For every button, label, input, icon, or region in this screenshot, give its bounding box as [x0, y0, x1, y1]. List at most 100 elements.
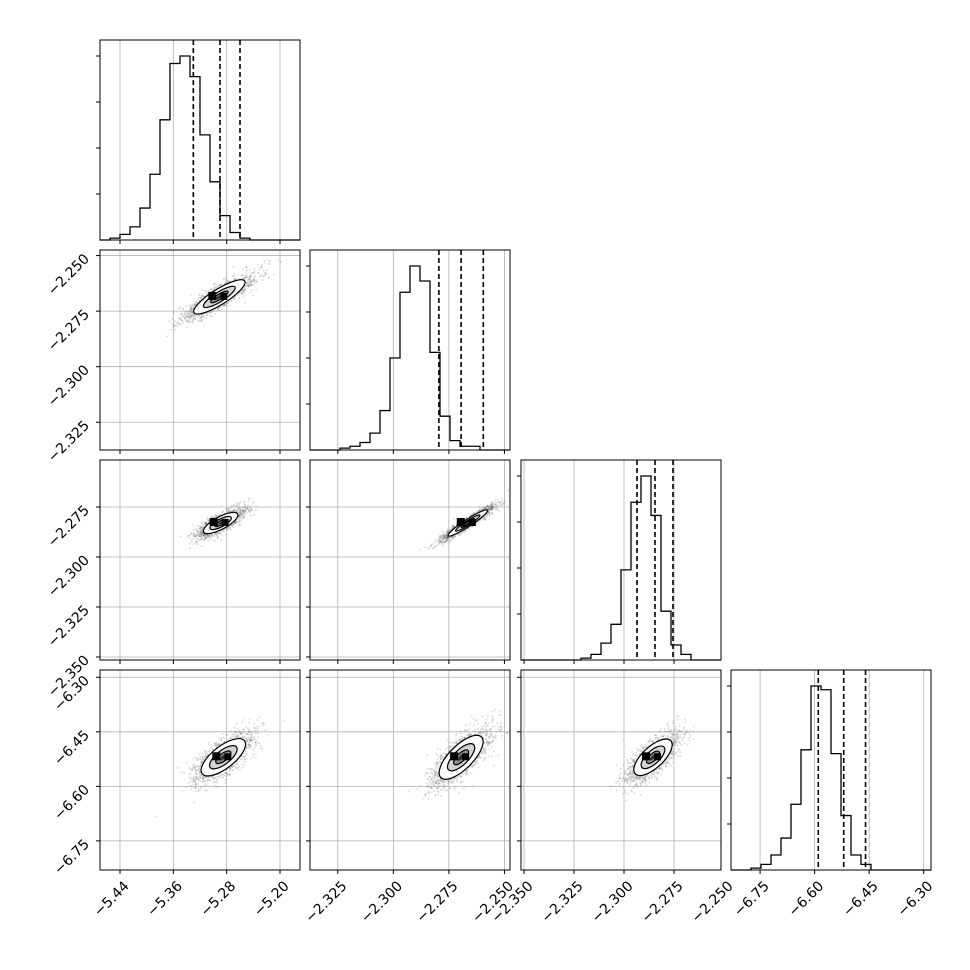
sample-point — [171, 323, 174, 325]
sample-point — [200, 533, 203, 536]
sample-point — [195, 775, 198, 778]
panel-background — [310, 460, 510, 660]
sample-point — [449, 536, 452, 539]
sample-point — [218, 531, 221, 534]
sample-point — [470, 514, 472, 516]
sample-point — [220, 539, 223, 541]
sample-point — [193, 528, 196, 531]
sample-point — [484, 507, 487, 509]
sample-point — [239, 513, 242, 516]
sample-point — [205, 536, 208, 539]
sample-point — [453, 524, 455, 527]
sample-point — [207, 519, 210, 522]
sample-point — [208, 750, 211, 752]
sample-point — [221, 308, 223, 311]
sample-point — [205, 784, 208, 787]
sample-point — [247, 504, 249, 507]
sample-point — [175, 322, 178, 324]
sample-point — [215, 745, 217, 747]
sample-point — [244, 511, 247, 514]
sample-point — [231, 524, 233, 527]
sample-point — [487, 507, 490, 510]
sample-point — [496, 508, 499, 511]
sample-point — [237, 734, 240, 737]
sample-point — [213, 539, 216, 542]
sample-point — [487, 504, 489, 507]
sample-point — [186, 535, 189, 538]
sample-point — [492, 506, 495, 508]
sample-point — [195, 534, 198, 536]
sample-point — [488, 509, 490, 512]
sample-point — [264, 271, 267, 274]
sample-point — [189, 767, 191, 769]
sample-point — [446, 539, 449, 542]
sample-point — [469, 514, 472, 517]
sample-point — [232, 509, 235, 512]
sample-point — [235, 520, 238, 523]
sample-point — [439, 536, 442, 539]
sample-point — [188, 534, 190, 537]
sample-point — [199, 535, 201, 537]
sample-point — [452, 526, 455, 528]
sample-point — [211, 534, 214, 537]
sample-point — [249, 511, 252, 514]
sample-point — [212, 516, 215, 518]
joint-panel — [306, 459, 511, 664]
sample-point — [205, 314, 208, 317]
sample-point — [231, 510, 234, 513]
sample-point — [250, 277, 252, 280]
sample-point — [452, 536, 454, 539]
sample-point — [418, 548, 421, 551]
sample-point — [229, 527, 232, 530]
sample-point — [238, 518, 241, 521]
sample-point — [246, 753, 248, 755]
sample-point — [231, 524, 234, 526]
sample-point — [202, 534, 205, 537]
sample-point — [215, 533, 217, 535]
sample-point — [246, 276, 249, 279]
sample-point — [249, 284, 252, 287]
sample-point — [236, 768, 239, 770]
sample-point — [487, 512, 490, 515]
sample-point — [212, 777, 215, 780]
sample-point — [443, 534, 446, 537]
sample-point — [197, 531, 200, 533]
sample-point — [198, 299, 201, 302]
sample-point — [240, 508, 243, 511]
sample-point — [237, 736, 240, 738]
sample-point — [186, 319, 188, 322]
sample-point — [243, 510, 246, 513]
sample-point — [439, 537, 441, 539]
sample-point — [249, 275, 252, 277]
sample-point — [497, 509, 500, 512]
sample-point — [189, 311, 192, 314]
sample-point — [245, 276, 248, 279]
sample-point — [201, 526, 204, 529]
sample-point — [241, 289, 243, 292]
sample-point — [197, 790, 200, 792]
sample-point — [496, 504, 498, 506]
sample-point — [191, 311, 194, 313]
sample-point — [186, 316, 189, 318]
sample-point — [250, 739, 253, 742]
sample-point — [242, 510, 245, 513]
sample-point — [198, 314, 200, 317]
sample-point — [190, 314, 192, 317]
sample-point — [243, 501, 245, 504]
sample-point — [215, 286, 218, 289]
sample-point — [196, 531, 199, 533]
sample-point — [253, 279, 256, 282]
sample-point — [438, 540, 441, 542]
density-peak — [208, 291, 217, 300]
sample-point — [181, 320, 184, 322]
sample-point — [260, 266, 262, 269]
sample-point — [248, 731, 250, 734]
sample-point — [247, 284, 250, 287]
sample-point — [490, 505, 493, 508]
sample-point — [498, 503, 501, 505]
sample-point — [200, 297, 202, 300]
sample-point — [486, 505, 489, 507]
sample-point — [203, 537, 206, 540]
sample-point — [232, 524, 235, 526]
sample-point — [495, 506, 497, 509]
